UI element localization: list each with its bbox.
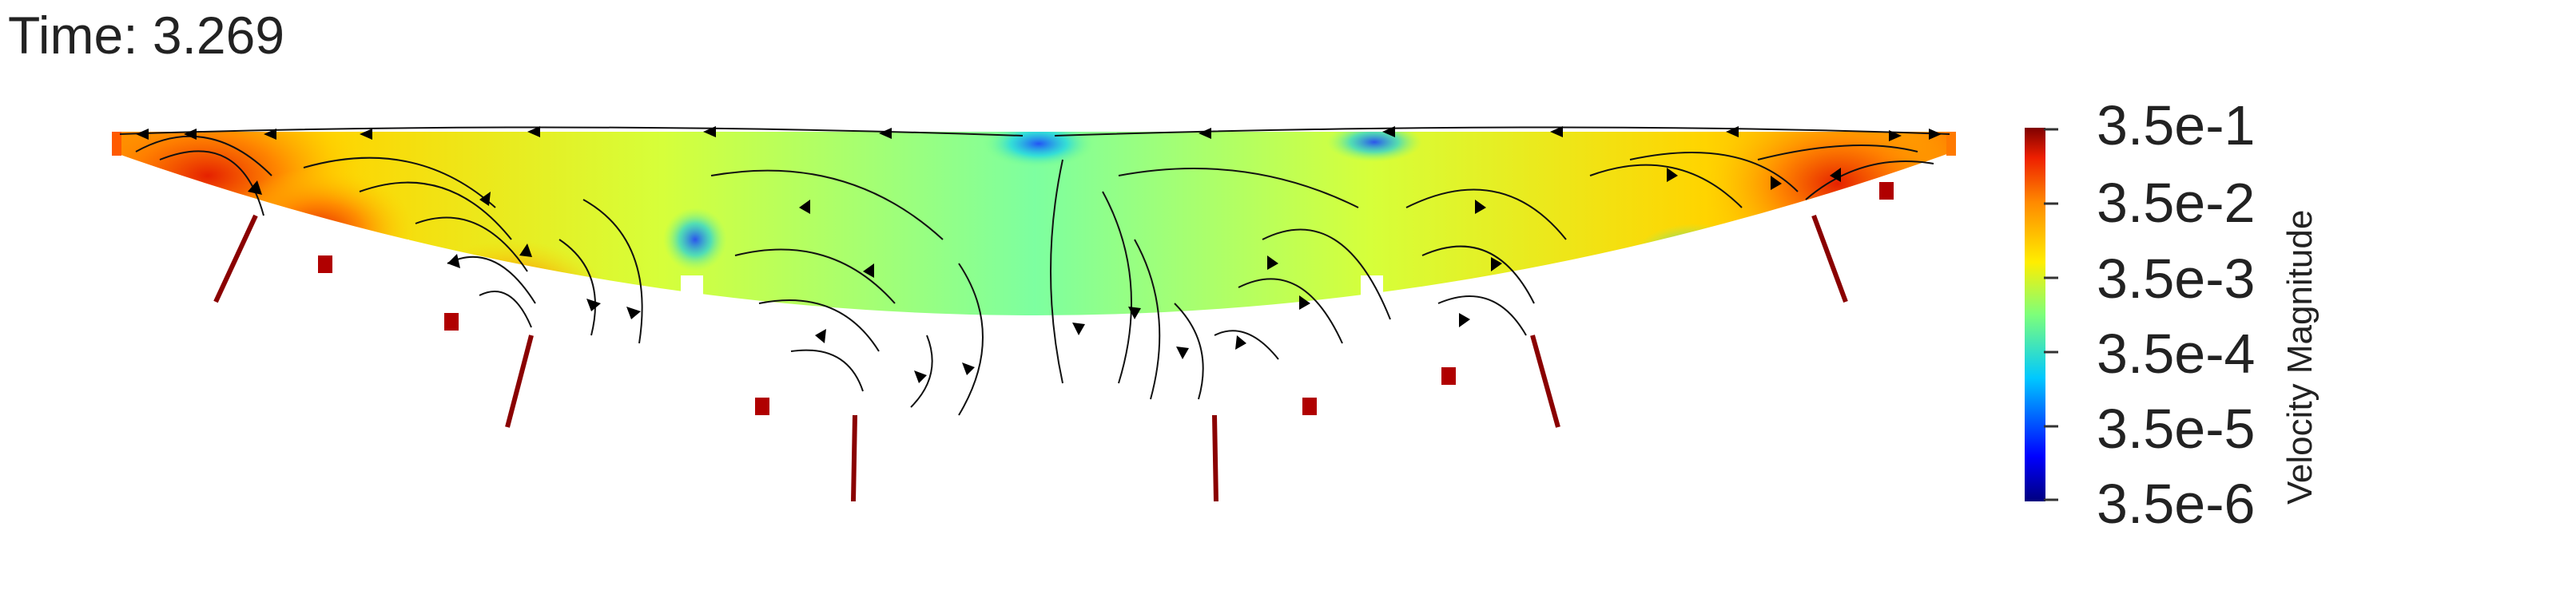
color-bar-tick-label: 3.5e-5: [2097, 398, 2256, 460]
flow-arrows: [136, 126, 1942, 383]
color-bar-tick-label: 3.5e-6: [2097, 473, 2256, 535]
color-bar-tick-label: 3.5e-2: [2097, 172, 2256, 234]
time-label: Time: 3.269: [8, 6, 285, 65]
nozzle-markers: [318, 182, 1894, 415]
color-bar-tick-label: 3.5e-3: [2097, 248, 2256, 310]
color-bar-tick-label: 3.5e-1: [2097, 94, 2256, 156]
color-bar-ticks: [2044, 128, 2058, 501]
color-bar-title: Velocity Magnitude: [2280, 209, 2320, 505]
color-bar-tick-label: 3.5e-4: [2097, 323, 2256, 385]
inlet-pipes: [213, 214, 1848, 502]
flow-domain: [112, 132, 1956, 435]
color-bar: [2025, 128, 2045, 501]
